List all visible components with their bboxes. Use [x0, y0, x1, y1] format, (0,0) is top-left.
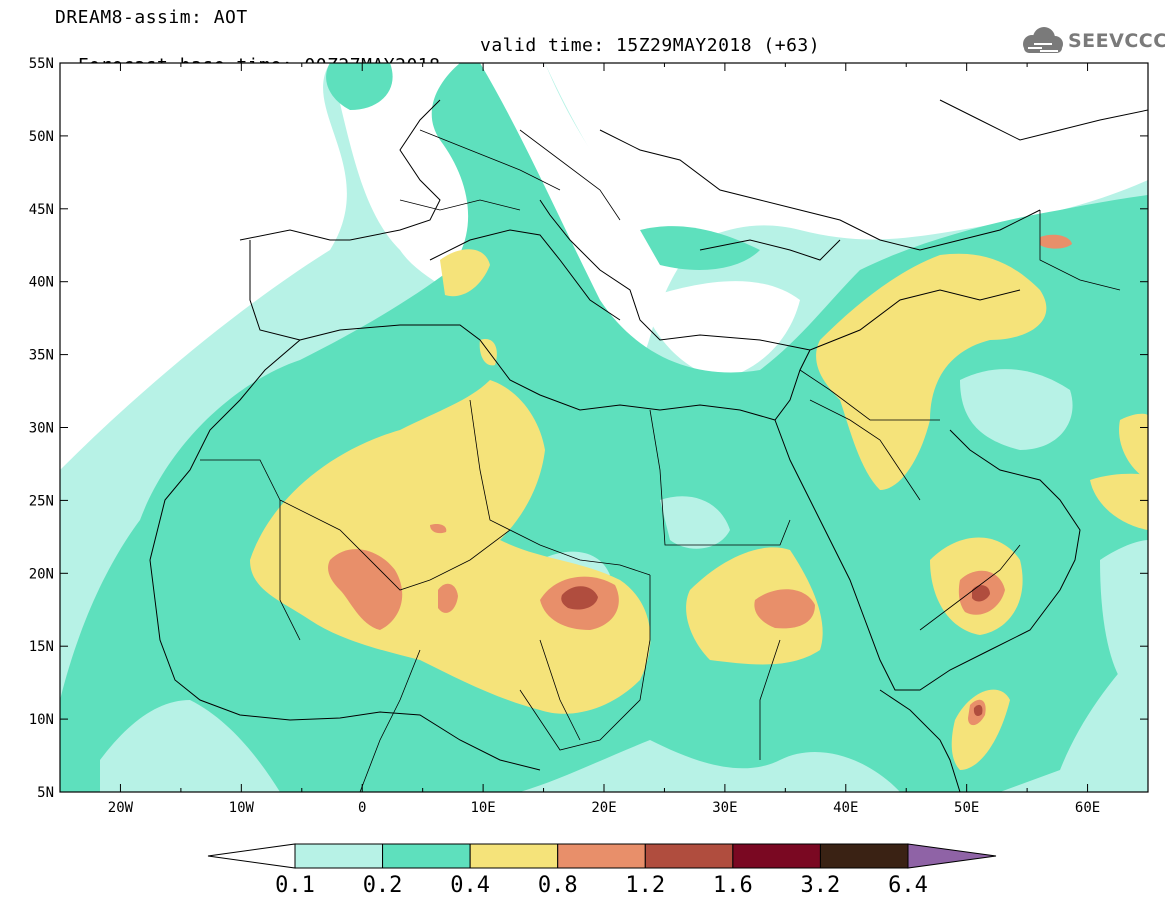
coastlines	[149, 99, 1148, 792]
country-borders	[200, 129, 1121, 792]
colorbar-level-label: 0.4	[450, 873, 490, 898]
colorbar-segment	[469, 843, 559, 869]
lon-label: 0	[358, 800, 366, 816]
lat-label: 45N	[29, 202, 54, 218]
colorbar-level-label: 3.2	[801, 873, 841, 898]
colorbar-over-arrow	[907, 843, 997, 869]
longitude-labels: 20W 10W 0 10E 20E 30E 40E 50E 60E	[108, 800, 1100, 816]
colorbar-level-label: 0.2	[363, 873, 403, 898]
lon-label: 10W	[229, 800, 255, 816]
colorbar-segment	[819, 843, 909, 869]
colorbar-level-label: 0.8	[538, 873, 578, 898]
valid-time-label: valid time: 15Z29MAY2018 (+63)	[480, 35, 821, 56]
colorbar-segment	[557, 843, 646, 869]
colorbar-level-label: 1.2	[625, 873, 665, 898]
lat-label: 55N	[29, 56, 54, 72]
lat-label: 5N	[37, 785, 54, 801]
lat-label: 50N	[29, 129, 54, 145]
lat-label: 20N	[29, 566, 54, 582]
seevccc-logo: SEEVCCC	[1018, 24, 1165, 58]
lat-label: 15N	[29, 639, 54, 655]
lat-label: 40N	[29, 275, 54, 291]
lat-label: 30N	[29, 421, 54, 437]
colorbar-segment	[732, 843, 821, 869]
colorbar	[207, 843, 997, 869]
colorbar-segment	[644, 843, 734, 869]
colorbar-level-label: 0.1	[275, 873, 315, 898]
colorbar-level-label: 1.6	[713, 873, 753, 898]
lat-label: 10N	[29, 712, 54, 728]
lat-label: 25N	[29, 493, 54, 509]
colorbar-segment	[382, 843, 471, 869]
lon-label: 20W	[108, 800, 134, 816]
axis-ticks	[59, 62, 1149, 793]
colorbar-labels: 0.1 0.2 0.4 0.8 1.2 1.6 3.2 6.4	[275, 873, 928, 898]
aot-field-0.8	[328, 234, 1072, 726]
lon-label: 20E	[591, 800, 616, 816]
map-area	[60, 63, 1148, 792]
lon-label: 30E	[712, 800, 737, 816]
lon-label: 60E	[1075, 800, 1100, 816]
aot-field-1.2	[561, 585, 990, 716]
colorbar-level-label: 6.4	[888, 873, 928, 898]
colorbar-segment	[294, 843, 384, 869]
lon-label: 10E	[470, 800, 495, 816]
logo-text: SEEVCCC	[1068, 30, 1165, 52]
latitude-labels: 5N 10N 15N 20N 25N 30N 35N 40N 45N 50N 55N	[29, 56, 54, 801]
lat-label: 35N	[29, 348, 54, 364]
map-title: DREAM8-assim: AOT	[55, 7, 248, 28]
lon-label: 40E	[833, 800, 858, 816]
lon-label: 50E	[954, 800, 979, 816]
colorbar-under-arrow	[207, 843, 296, 869]
cloud-icon	[1023, 27, 1063, 53]
